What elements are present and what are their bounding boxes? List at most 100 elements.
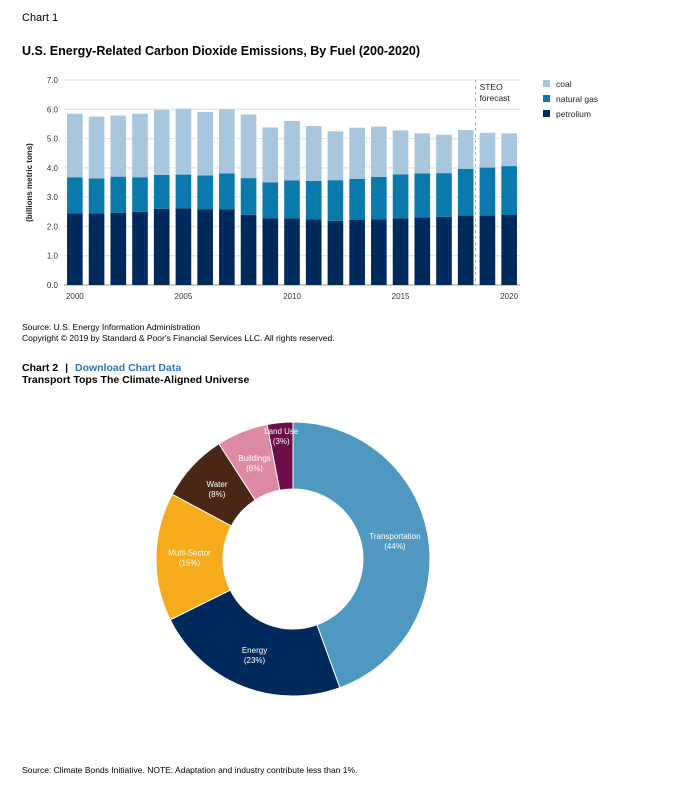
bar-segment-coal bbox=[284, 121, 300, 181]
bar-segment-coal bbox=[132, 113, 148, 178]
legend-label: petrolium bbox=[556, 109, 591, 119]
bar-segment-petrolium bbox=[501, 215, 517, 285]
slice-label: Buildings bbox=[238, 454, 270, 463]
donut-slice-land-use bbox=[266, 421, 294, 491]
bar-segment-natural-gas bbox=[371, 176, 387, 220]
bar-segment-petrolium bbox=[392, 218, 409, 285]
bar-segment-petrolium bbox=[479, 215, 496, 285]
bar-segment-natural-gas bbox=[153, 174, 170, 209]
slice-label: Land Use bbox=[264, 427, 299, 436]
y-tick-label: 5.0 bbox=[47, 135, 59, 144]
bar-segment-natural-gas bbox=[110, 176, 127, 213]
bar-segment-natural-gas bbox=[197, 175, 213, 210]
bar-segment-coal bbox=[197, 111, 213, 176]
bar-segment-petrolium bbox=[197, 209, 213, 285]
bar-segment-petrolium bbox=[284, 218, 300, 285]
bar-segment-petrolium bbox=[305, 219, 322, 285]
y-tick-label: 0.0 bbox=[47, 281, 59, 290]
y-tick-label: 6.0 bbox=[47, 105, 59, 114]
y-tick-label: 3.0 bbox=[47, 193, 59, 202]
bar-segment-natural-gas bbox=[175, 174, 192, 209]
chart2-source: Source: Climate Bonds Initiative. NOTE: … bbox=[22, 765, 358, 775]
bar-segment-natural-gas bbox=[262, 182, 279, 219]
bar-segment-petrolium bbox=[153, 208, 170, 285]
bar-segment-coal bbox=[414, 133, 431, 174]
slice-percent-label: (44%) bbox=[384, 542, 406, 551]
bar-segment-coal bbox=[262, 127, 279, 183]
bar-segment-coal bbox=[349, 127, 365, 179]
bar-segment-petrolium bbox=[110, 212, 127, 285]
y-tick-label: 7.0 bbox=[47, 76, 59, 85]
bar-segment-natural-gas bbox=[414, 173, 431, 218]
bar-segment-petrolium bbox=[219, 209, 235, 285]
slice-label: Water bbox=[206, 480, 227, 489]
slice-label: Transportation bbox=[369, 532, 420, 541]
y-tick-label: 2.0 bbox=[47, 222, 59, 231]
x-tick-label: 2020 bbox=[500, 292, 518, 301]
bar-segment-coal bbox=[219, 109, 235, 174]
bar-segment-coal bbox=[436, 134, 452, 174]
x-tick-label: 2015 bbox=[392, 292, 410, 301]
x-tick-label: 2000 bbox=[66, 292, 84, 301]
slice-label: Energy bbox=[242, 646, 267, 655]
bar-segment-coal bbox=[371, 126, 387, 177]
chart1-copyright: Copyright © 2019 by Standard & Poor's Fi… bbox=[22, 333, 335, 343]
slice-percent-label: (23%) bbox=[244, 656, 266, 665]
bar-segment-coal bbox=[479, 132, 496, 168]
download-chart-data-link[interactable]: Download Chart Data bbox=[74, 362, 182, 374]
legend-label: natural gas bbox=[556, 94, 598, 104]
slice-percent-label: (6%) bbox=[246, 464, 263, 473]
donut-slice-transportation bbox=[292, 421, 431, 689]
bar-segment-natural-gas bbox=[240, 178, 257, 215]
bar-segment-petrolium bbox=[67, 213, 83, 285]
bar-segment-coal bbox=[305, 125, 322, 181]
chart1-title: U.S. Energy-Related Carbon Dioxide Emiss… bbox=[22, 44, 421, 58]
bar-segment-natural-gas bbox=[392, 174, 409, 219]
bar-segment-coal bbox=[457, 130, 474, 169]
bar-segment-petrolium bbox=[371, 219, 387, 285]
chart2-donut-chart: Transportation(44%) Energy(23%) Multi-Sect… bbox=[155, 421, 431, 697]
bar-segment-petrolium bbox=[414, 217, 431, 285]
bar-segment-petrolium bbox=[349, 219, 365, 285]
bar-segment-natural-gas bbox=[436, 173, 452, 217]
chart1-source: Source: U.S. Energy Information Administ… bbox=[22, 322, 201, 332]
bar-segment-coal bbox=[153, 109, 170, 175]
legend-swatch-natural-gas bbox=[543, 95, 550, 102]
bar-segment-natural-gas bbox=[479, 167, 496, 216]
x-tick-label: 2010 bbox=[283, 292, 301, 301]
chart2-header: Chart 2 | Download Chart Data bbox=[22, 362, 181, 374]
bar-segment-coal bbox=[240, 114, 257, 179]
bar-segment-petrolium bbox=[132, 211, 148, 285]
chart1-bar-chart: 0.0 1.0 2.0 3.0 4.0 5.0 6.0 7.0 (billions metric… bbox=[25, 76, 598, 301]
slice-percent-label: (8%) bbox=[209, 490, 226, 499]
slice-label: Multi-Sector bbox=[168, 548, 211, 557]
bar-segment-petrolium bbox=[175, 208, 192, 285]
x-tick-label: 2005 bbox=[175, 292, 193, 301]
bar-segment-coal bbox=[110, 115, 127, 177]
bar-segment-natural-gas bbox=[349, 178, 365, 220]
chart2-label: Chart 2 bbox=[22, 362, 59, 374]
y-axis-title: (billions metric tons) bbox=[25, 143, 34, 222]
bar-segment-natural-gas bbox=[88, 178, 105, 214]
slice-percent-label: (15%) bbox=[179, 558, 201, 567]
bar-segment-natural-gas bbox=[132, 177, 148, 212]
bar-segment-natural-gas bbox=[67, 177, 83, 214]
chart2-title: Transport Tops The Climate-Aligned Unive… bbox=[22, 374, 250, 386]
bar-segment-coal bbox=[175, 108, 192, 175]
donut-slice-energy bbox=[169, 589, 341, 697]
bar-segment-coal bbox=[88, 116, 105, 179]
slice-percent-label: (3%) bbox=[273, 437, 290, 446]
legend-swatch-petrolium bbox=[543, 110, 550, 117]
bar-segment-petrolium bbox=[436, 216, 452, 285]
bar-segment-coal bbox=[501, 133, 517, 167]
bar-segment-petrolium bbox=[262, 218, 279, 285]
bar-segment-natural-gas bbox=[305, 180, 322, 220]
bar-segment-coal bbox=[327, 131, 344, 181]
chart2-separator: | bbox=[65, 362, 69, 374]
bar-segment-petrolium bbox=[327, 220, 344, 285]
y-tick-label: 1.0 bbox=[47, 252, 59, 261]
y-tick-label: 4.0 bbox=[47, 164, 59, 173]
bar-segment-coal bbox=[392, 130, 409, 175]
bar-segment-petrolium bbox=[457, 215, 474, 285]
bar-segment-natural-gas bbox=[501, 166, 517, 216]
